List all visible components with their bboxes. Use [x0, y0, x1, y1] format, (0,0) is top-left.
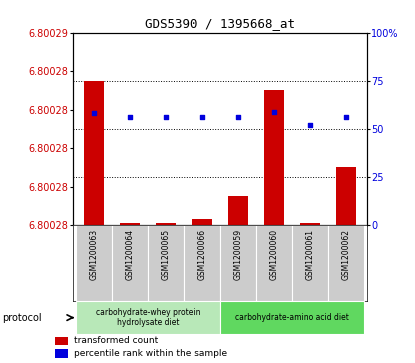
Bar: [328, 225, 364, 301]
Bar: [55, 337, 68, 346]
Text: GSM1200062: GSM1200062: [341, 229, 350, 280]
Bar: [228, 196, 248, 225]
Bar: [292, 225, 328, 301]
Title: GDS5390 / 1395668_at: GDS5390 / 1395668_at: [145, 17, 295, 30]
Text: GSM1200064: GSM1200064: [126, 229, 134, 280]
Bar: [76, 225, 112, 301]
Bar: [220, 301, 364, 334]
Bar: [76, 301, 220, 334]
Text: GSM1200060: GSM1200060: [269, 229, 278, 280]
Bar: [220, 225, 256, 301]
Text: carbohydrate-amino acid diet: carbohydrate-amino acid diet: [235, 313, 349, 322]
Text: GSM1200065: GSM1200065: [161, 229, 171, 280]
Text: transformed count: transformed count: [74, 337, 158, 345]
Text: percentile rank within the sample: percentile rank within the sample: [74, 349, 227, 358]
Point: [91, 111, 98, 117]
Bar: [300, 223, 320, 225]
Bar: [256, 225, 292, 301]
Text: GSM1200059: GSM1200059: [233, 229, 242, 280]
Point: [306, 122, 313, 128]
Point: [163, 114, 169, 120]
Text: GSM1200066: GSM1200066: [198, 229, 207, 280]
Point: [199, 114, 205, 120]
Text: GSM1200063: GSM1200063: [90, 229, 99, 280]
Point: [271, 109, 277, 114]
Bar: [336, 167, 356, 225]
Bar: [112, 225, 148, 301]
Text: carbohydrate-whey protein
hydrolysate diet: carbohydrate-whey protein hydrolysate di…: [96, 308, 200, 327]
Bar: [264, 90, 284, 225]
Point: [234, 114, 241, 120]
Point: [127, 114, 134, 120]
Bar: [55, 349, 68, 358]
Bar: [148, 225, 184, 301]
Text: protocol: protocol: [2, 313, 42, 323]
Bar: [84, 81, 104, 225]
Text: GSM1200061: GSM1200061: [305, 229, 314, 280]
Bar: [184, 225, 220, 301]
Bar: [192, 219, 212, 225]
Bar: [120, 223, 140, 225]
Point: [342, 114, 349, 120]
Bar: [156, 223, 176, 225]
